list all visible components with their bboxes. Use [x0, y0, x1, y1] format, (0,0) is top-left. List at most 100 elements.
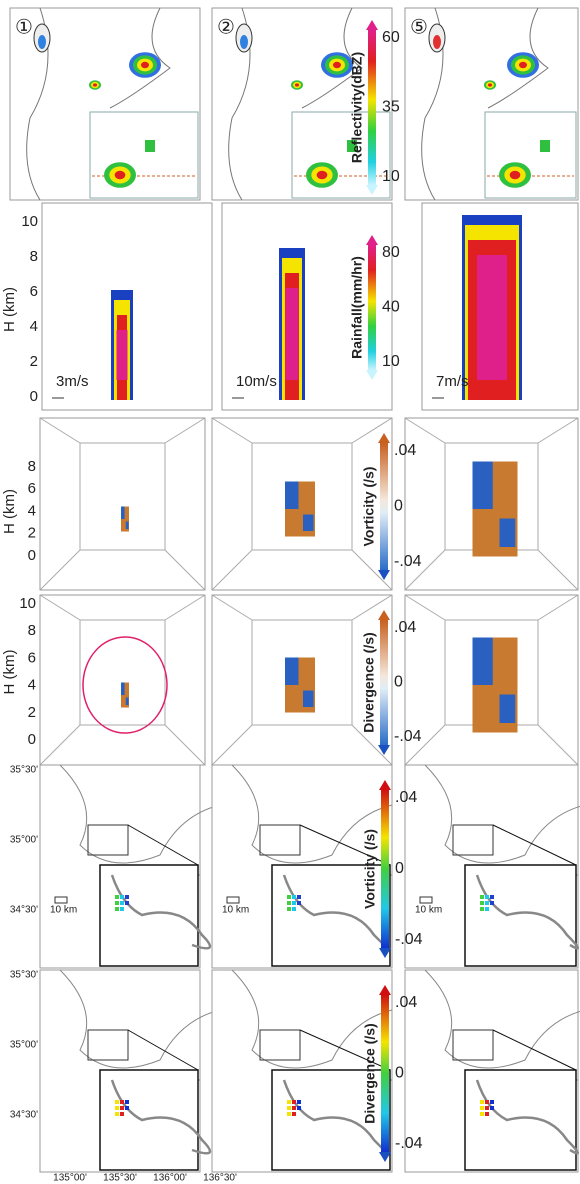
grid-cell	[292, 901, 296, 905]
grid-cell	[490, 901, 494, 905]
echo	[141, 62, 149, 68]
colorbar-tick-label: -.04	[394, 553, 422, 570]
colorbar-tick-label: 35	[382, 99, 400, 116]
colorbar-tick-label: 10	[382, 353, 400, 370]
grid-cell	[485, 1112, 489, 1116]
grid-cell	[287, 901, 291, 905]
grid-cell	[480, 907, 484, 911]
grid-cell	[480, 895, 484, 899]
storm-icon-core	[433, 35, 441, 49]
vortex-volume	[126, 698, 129, 706]
grid-cell	[115, 1112, 119, 1116]
grid-cell	[125, 1100, 129, 1104]
grid-cell	[120, 901, 124, 905]
y-tick-label: 0	[28, 547, 36, 564]
colorbar-tick-label: .04	[394, 619, 416, 636]
echo	[519, 62, 527, 68]
grid-cell	[287, 907, 291, 911]
y-axis-label: H (km)	[1, 650, 18, 695]
vortex-volume	[473, 638, 493, 686]
grid-cell	[480, 1100, 484, 1104]
grid-cell	[485, 895, 489, 899]
colorbar	[381, 995, 389, 1152]
colorbar-tick-label: -.04	[395, 1135, 423, 1152]
grid-cell	[480, 901, 484, 905]
colorbar-tick-label: .04	[394, 442, 416, 459]
grid-cell	[287, 1106, 291, 1110]
lat-label: 35°30'	[10, 765, 38, 776]
vortex-volume	[303, 515, 314, 532]
y-tick-label: 6	[28, 480, 36, 497]
colorbar-label: Divergence (/s)	[361, 632, 377, 732]
lon-label: 136°00'	[153, 1173, 187, 1184]
colorbar	[381, 790, 389, 948]
vortex-volume	[500, 695, 516, 724]
y-tick-label: 4	[28, 677, 36, 694]
grid-cell	[297, 1100, 301, 1104]
grid-cell	[292, 1106, 296, 1110]
inset	[465, 865, 576, 966]
grid-cell	[120, 1112, 124, 1116]
y-tick-label: 2	[28, 525, 36, 542]
echo	[93, 83, 97, 86]
grid-cell	[125, 895, 129, 899]
y-tick-label: 2	[30, 353, 38, 370]
lat-label: 35°00'	[10, 1040, 38, 1051]
echo	[540, 140, 550, 152]
rain-column	[477, 255, 507, 380]
colorbar-tick-label: 0	[394, 498, 403, 515]
grid-cell	[485, 907, 489, 911]
vortex-volume	[473, 462, 493, 510]
grid-cell	[115, 901, 119, 905]
y-tick-label: 0	[30, 388, 38, 405]
colorbar	[380, 620, 388, 745]
grid-cell	[292, 1112, 296, 1116]
grid-cell	[292, 1100, 296, 1104]
y-tick-label: 10	[19, 595, 36, 612]
grid-cell	[120, 895, 124, 899]
grid-cell	[120, 1106, 124, 1110]
colorbar-tick-label: .04	[395, 789, 417, 806]
colorbar-tick-label: -.04	[394, 728, 422, 745]
lat-label: 35°00'	[10, 835, 38, 846]
y-tick-label: 4	[30, 318, 38, 335]
panel-label: ⑤	[410, 16, 428, 38]
vortex-volume	[500, 519, 516, 548]
colorbar-tick-label: 0	[394, 674, 403, 691]
y-axis-label: H (km)	[1, 287, 18, 332]
colorbar-tick-label: 40	[382, 299, 400, 316]
grid-cell	[125, 901, 129, 905]
rain-column	[286, 288, 299, 380]
scale-label: 10 km	[415, 905, 442, 916]
echo	[145, 140, 155, 152]
grid-cell	[480, 1112, 484, 1116]
lat-label: 34°30'	[10, 905, 38, 916]
grid-cell	[297, 901, 301, 905]
wind-scale: 7m/s	[436, 373, 469, 390]
scale-label: 10 km	[50, 905, 77, 916]
grid-cell	[297, 895, 301, 899]
colorbar-tick-label: 0	[395, 860, 404, 877]
colorbar	[380, 443, 388, 570]
colorbar-tick-label: 0	[395, 1065, 404, 1082]
vortex-volume	[121, 507, 125, 520]
grid-cell	[480, 1106, 484, 1110]
grid-cell	[115, 895, 119, 899]
storm-icon-core	[240, 35, 248, 49]
y-tick-label: 4	[28, 502, 36, 519]
y-axis-label: H (km)	[1, 489, 18, 534]
rain-column	[117, 330, 128, 380]
vortex-volume	[285, 658, 299, 686]
grid-cell	[287, 895, 291, 899]
grid-cell	[485, 1106, 489, 1110]
colorbar-tick-label: 60	[382, 29, 400, 46]
colorbar	[368, 245, 376, 370]
colorbar-label: Vorticity (/s)	[362, 829, 378, 909]
y-tick-label: 8	[28, 622, 36, 639]
vortex-volume	[126, 522, 129, 530]
scale-label: 10 km	[222, 905, 249, 916]
colorbar-tick-label: -.04	[395, 931, 423, 948]
grid-cell	[292, 895, 296, 899]
grid-cell	[490, 1106, 494, 1110]
colorbar-label: Vorticity (/s)	[361, 467, 377, 547]
